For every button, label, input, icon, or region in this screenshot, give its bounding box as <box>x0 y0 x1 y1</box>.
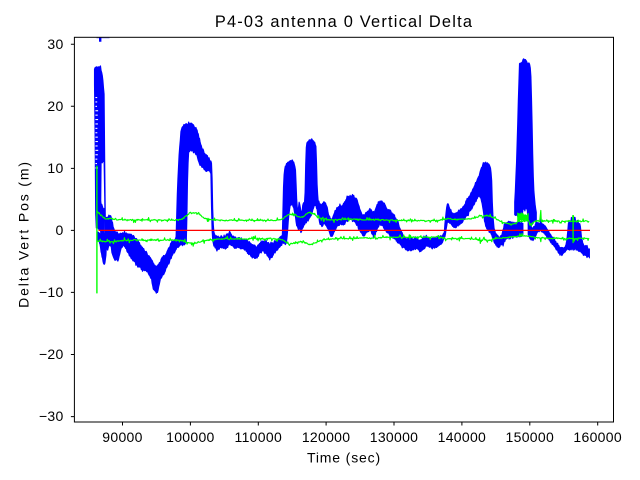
svg-text:100000: 100000 <box>166 429 215 445</box>
svg-text:−30: −30 <box>39 408 64 424</box>
svg-text:90000: 90000 <box>102 429 142 445</box>
svg-text:Time (sec): Time (sec) <box>307 450 381 466</box>
svg-text:0: 0 <box>56 222 64 238</box>
svg-text:10: 10 <box>47 160 63 176</box>
svg-text:160000: 160000 <box>573 429 622 445</box>
svg-text:110000: 110000 <box>235 429 282 445</box>
svg-text:Delta Vert Pos (m): Delta Vert Pos (m) <box>16 160 32 308</box>
svg-text:P4-03 antenna 0 Vertical Delta: P4-03 antenna 0 Vertical Delta <box>215 13 473 31</box>
svg-text:30: 30 <box>47 36 63 52</box>
svg-text:130000: 130000 <box>370 429 419 445</box>
svg-text:150000: 150000 <box>506 429 555 445</box>
svg-text:20: 20 <box>47 98 63 114</box>
svg-text:−20: −20 <box>39 346 64 362</box>
svg-text:−10: −10 <box>39 284 64 300</box>
svg-text:140000: 140000 <box>438 429 487 445</box>
svg-text:120000: 120000 <box>302 429 351 445</box>
